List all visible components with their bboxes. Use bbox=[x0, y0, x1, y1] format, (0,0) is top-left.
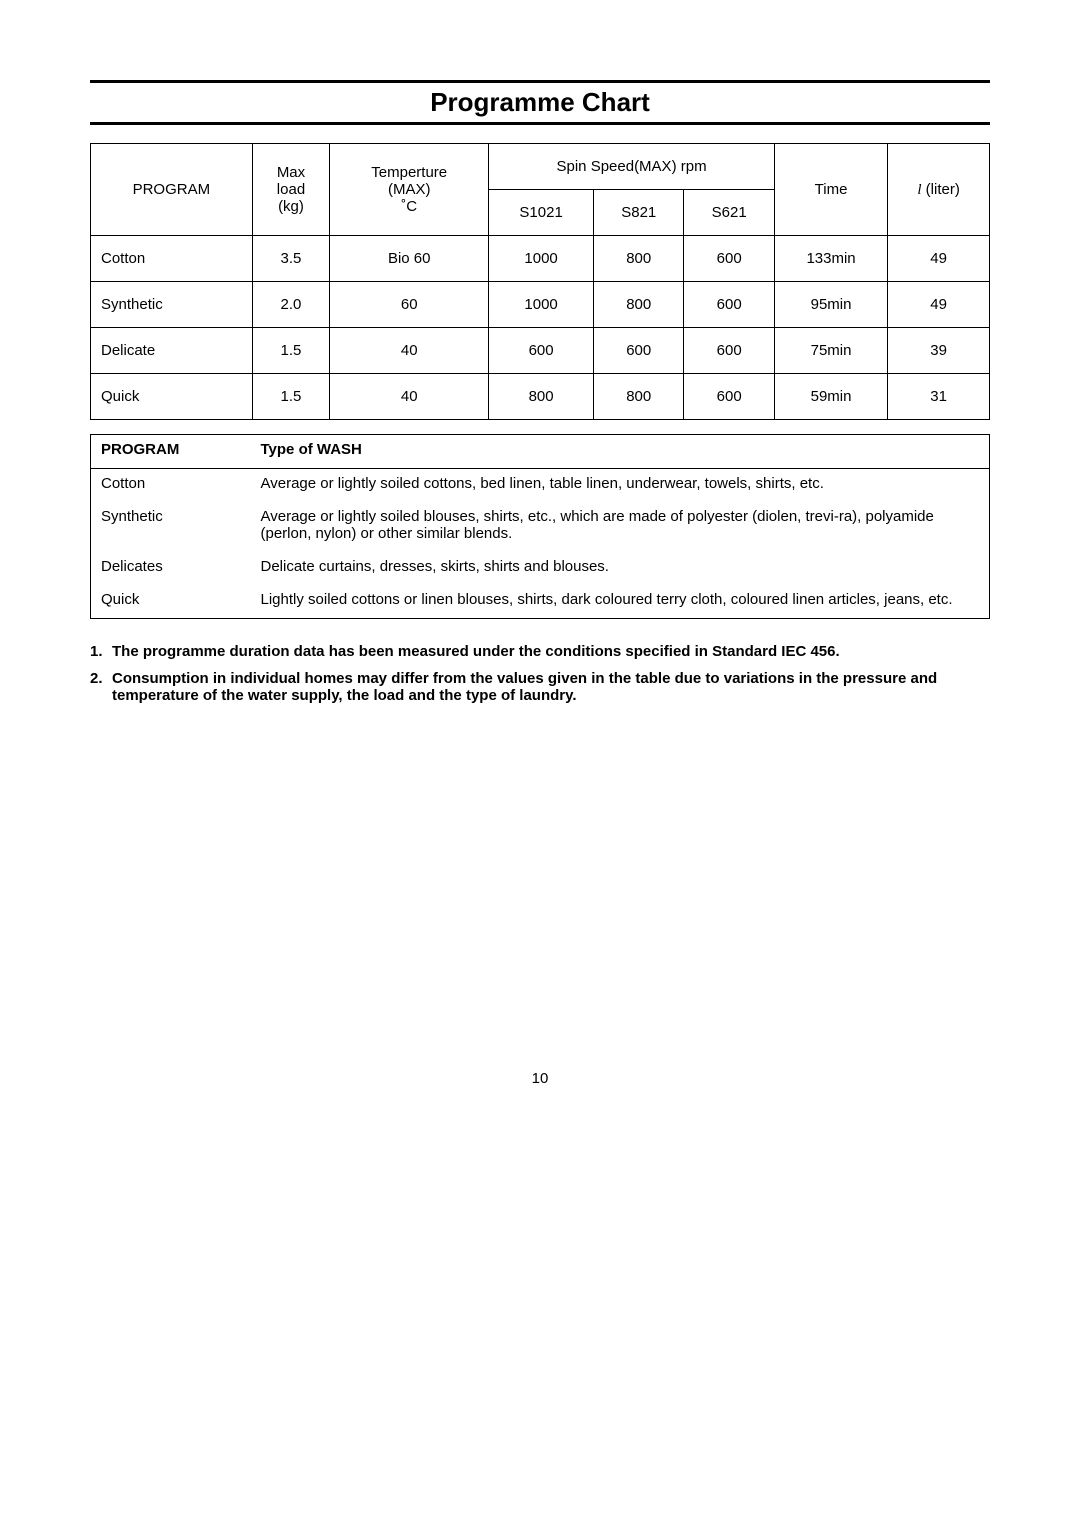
cell-liter: 31 bbox=[888, 374, 990, 420]
desc-program: Delicates bbox=[91, 552, 251, 585]
table-row: Cotton 3.5 Bio 60 1000 800 600 133min 49 bbox=[91, 236, 990, 282]
cell-s621: 600 bbox=[684, 374, 774, 420]
cell-temp: 40 bbox=[330, 374, 489, 420]
note-item: 1. The programme duration data has been … bbox=[90, 643, 990, 660]
desc-header-type: Type of WASH bbox=[251, 435, 990, 469]
desc-row: Synthetic Average or lightly soiled blou… bbox=[91, 502, 990, 552]
desc-text: Delicate curtains, dresses, skirts, shir… bbox=[251, 552, 990, 585]
header-program: PROGRAM bbox=[91, 144, 253, 236]
cell-program: Delicate bbox=[91, 328, 253, 374]
desc-text: Average or lightly soiled cottons, bed l… bbox=[251, 469, 990, 503]
cell-liter: 49 bbox=[888, 282, 990, 328]
desc-row: Delicates Delicate curtains, dresses, sk… bbox=[91, 552, 990, 585]
cell-load: 1.5 bbox=[252, 374, 330, 420]
cell-s821: 800 bbox=[594, 236, 684, 282]
notes-section: 1. The programme duration data has been … bbox=[90, 643, 990, 704]
desc-text: Average or lightly soiled blouses, shirt… bbox=[251, 502, 990, 552]
header-maxload-l1: Max bbox=[277, 164, 305, 181]
cell-load: 3.5 bbox=[252, 236, 330, 282]
desc-program: Synthetic bbox=[91, 502, 251, 552]
cell-program: Cotton bbox=[91, 236, 253, 282]
cell-s621: 600 bbox=[684, 236, 774, 282]
cell-liter: 49 bbox=[888, 236, 990, 282]
cell-s621: 600 bbox=[684, 282, 774, 328]
desc-program: Quick bbox=[91, 585, 251, 619]
cell-s1021: 1000 bbox=[489, 282, 594, 328]
desc-text: Lightly soiled cottons or linen blouses,… bbox=[251, 585, 990, 619]
header-liter-suffix: (liter) bbox=[922, 181, 960, 198]
desc-program: Cotton bbox=[91, 469, 251, 503]
note-number: 1. bbox=[90, 643, 112, 660]
table-row: Synthetic 2.0 60 1000 800 600 95min 49 bbox=[91, 282, 990, 328]
cell-program: Synthetic bbox=[91, 282, 253, 328]
cell-s1021: 1000 bbox=[489, 236, 594, 282]
wash-type-table: PROGRAM Type of WASH Cotton Average or l… bbox=[90, 434, 990, 619]
cell-s1021: 600 bbox=[489, 328, 594, 374]
cell-load: 2.0 bbox=[252, 282, 330, 328]
header-temp-l1: Temperture bbox=[371, 164, 447, 181]
cell-time: 75min bbox=[774, 328, 887, 374]
header-time: Time bbox=[774, 144, 887, 236]
cell-s1021: 800 bbox=[489, 374, 594, 420]
table-row: Quick 1.5 40 800 800 600 59min 31 bbox=[91, 374, 990, 420]
cell-s821: 800 bbox=[594, 282, 684, 328]
page-title: Programme Chart bbox=[90, 80, 990, 125]
header-temp-l3: ˚C bbox=[401, 198, 417, 215]
cell-time: 95min bbox=[774, 282, 887, 328]
desc-header-program: PROGRAM bbox=[91, 435, 251, 469]
page-number: 10 bbox=[532, 1070, 549, 1087]
header-temperature: Temperture (MAX) ˚C bbox=[330, 144, 489, 236]
note-text: Consumption in individual homes may diff… bbox=[112, 670, 990, 704]
cell-time: 133min bbox=[774, 236, 887, 282]
cell-program: Quick bbox=[91, 374, 253, 420]
desc-header-row: PROGRAM Type of WASH bbox=[91, 435, 990, 469]
header-spin: Spin Speed(MAX) rpm bbox=[489, 144, 775, 190]
note-number: 2. bbox=[90, 670, 112, 704]
header-temp-l2: (MAX) bbox=[388, 181, 431, 198]
table-header-row-1: PROGRAM Max load (kg) Temperture (MAX) ˚… bbox=[91, 144, 990, 190]
cell-temp: 40 bbox=[330, 328, 489, 374]
desc-row: Quick Lightly soiled cottons or linen bl… bbox=[91, 585, 990, 619]
note-text: The programme duration data has been mea… bbox=[112, 643, 840, 660]
header-s821: S821 bbox=[594, 190, 684, 236]
cell-temp: 60 bbox=[330, 282, 489, 328]
desc-row: Cotton Average or lightly soiled cottons… bbox=[91, 469, 990, 503]
cell-time: 59min bbox=[774, 374, 887, 420]
header-maxload-l2: load bbox=[277, 181, 305, 198]
cell-s621: 600 bbox=[684, 328, 774, 374]
cell-liter: 39 bbox=[888, 328, 990, 374]
cell-s821: 600 bbox=[594, 328, 684, 374]
header-liter: l (liter) bbox=[888, 144, 990, 236]
programme-table: PROGRAM Max load (kg) Temperture (MAX) ˚… bbox=[90, 143, 990, 420]
cell-load: 1.5 bbox=[252, 328, 330, 374]
note-item: 2. Consumption in individual homes may d… bbox=[90, 670, 990, 704]
table-row: Delicate 1.5 40 600 600 600 75min 39 bbox=[91, 328, 990, 374]
header-s1021: S1021 bbox=[489, 190, 594, 236]
cell-s821: 800 bbox=[594, 374, 684, 420]
cell-temp: Bio 60 bbox=[330, 236, 489, 282]
header-maxload-l3: (kg) bbox=[278, 198, 304, 215]
header-s621: S621 bbox=[684, 190, 774, 236]
page-container: Programme Chart PROGRAM Max load (kg) Te… bbox=[90, 80, 990, 1448]
header-maxload: Max load (kg) bbox=[252, 144, 330, 236]
